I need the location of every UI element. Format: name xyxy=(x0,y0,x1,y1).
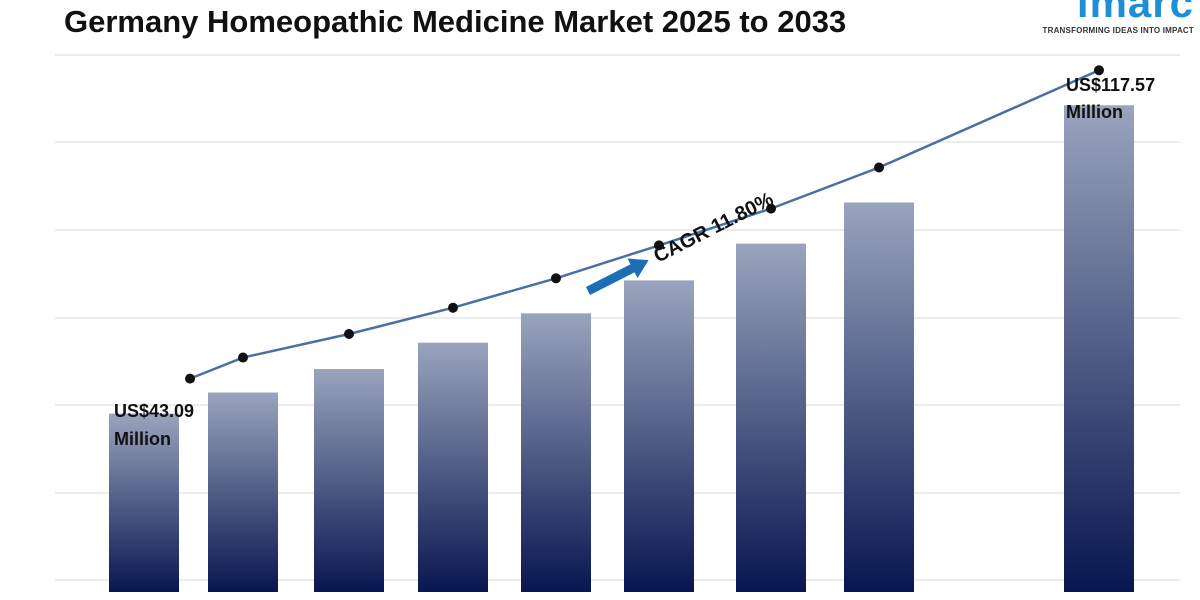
trend-point-2029 xyxy=(551,273,561,284)
bar-2032 xyxy=(844,202,914,593)
bar-2026 xyxy=(208,392,278,592)
chart-title: Germany Homeopathic Medicine Market 2025… xyxy=(64,4,847,39)
trend-point-2031 xyxy=(766,203,776,214)
trend-point-2026 xyxy=(238,352,248,363)
bar-2033 xyxy=(1064,105,1134,593)
bar-2028 xyxy=(418,342,488,592)
end-value-unit: Million xyxy=(1066,102,1123,122)
trend-point-2025 xyxy=(185,373,195,384)
logo-wordmark: imarc xyxy=(1076,0,1194,26)
bar-2031 xyxy=(736,243,806,592)
bars-group xyxy=(109,105,1134,593)
cagr-arrow-icon xyxy=(585,258,649,296)
imarc-logo: imarc TRANSFORMING IDEAS INTO IMPACT xyxy=(1043,0,1194,35)
logo-tagline: TRANSFORMING IDEAS INTO IMPACT xyxy=(1042,26,1194,35)
end-value-amount: US$117.57 xyxy=(1066,75,1155,95)
trend-point-2030 xyxy=(654,240,664,251)
bar-2029 xyxy=(521,313,591,592)
end-value-label: US$117.57 Million xyxy=(1066,75,1155,122)
trend-point-2032 xyxy=(874,162,884,173)
bar-2030 xyxy=(624,280,694,592)
bar-2027 xyxy=(314,369,384,592)
start-value-unit: Million xyxy=(114,429,171,449)
bar-2025 xyxy=(109,413,179,592)
start-value-amount: US$43.09 xyxy=(114,401,194,421)
start-value-label: US$43.09 Million xyxy=(114,401,194,449)
trend-point-2028 xyxy=(448,302,458,313)
trend-point-2033 xyxy=(1094,65,1104,76)
trend-point-2027 xyxy=(344,329,354,340)
trend-line-group xyxy=(185,65,1104,384)
